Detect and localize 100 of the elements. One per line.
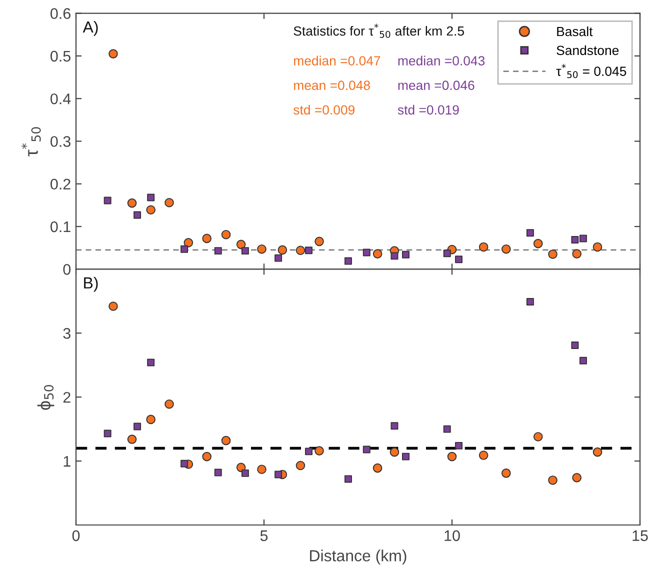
point (314, 446, 324, 456)
point (296, 246, 306, 256)
point (572, 473, 582, 482)
point (372, 249, 382, 258)
point (390, 422, 398, 430)
point (146, 414, 156, 424)
point (548, 250, 558, 259)
annotation: Statistics for τ$^{*}$$_{50}$ after km 2.5 (294, 24, 464, 38)
annotation: std =0.019 (398, 104, 459, 115)
point (571, 236, 579, 244)
x-tick-label: 10 (444, 530, 460, 542)
point (164, 198, 174, 208)
point (592, 447, 602, 457)
point (180, 245, 188, 253)
annotation: B) (84, 276, 98, 292)
point (257, 464, 266, 474)
point (533, 238, 543, 248)
y-axis-title: τ$^{*}$$_{50}$ (21, 127, 41, 156)
x-axis-title: Distance (km) (310, 550, 406, 565)
point (180, 460, 188, 468)
y-tick-label: 0 (63, 264, 71, 275)
legend-label: Basalt (557, 26, 593, 36)
point (241, 469, 249, 477)
y-tick-label: 3 (63, 328, 70, 339)
point (257, 244, 266, 254)
point (127, 434, 137, 444)
point (278, 245, 288, 255)
point (147, 358, 155, 366)
point (548, 476, 558, 485)
y-tick-label: 0.3 (50, 136, 70, 147)
legend-label: Sandstone (556, 45, 619, 56)
point (344, 475, 352, 483)
point (372, 463, 382, 473)
point (314, 236, 324, 246)
point (501, 244, 511, 254)
point (478, 242, 488, 252)
point (134, 422, 142, 430)
point (402, 250, 410, 258)
point (362, 248, 370, 256)
y-axis-title: ϕ$_{50}$ (37, 385, 54, 410)
point (533, 432, 543, 442)
point (305, 246, 312, 254)
y-tick-label: 1 (64, 456, 70, 467)
point (447, 452, 457, 462)
point (164, 399, 174, 409)
point (478, 450, 488, 460)
annotation: mean =0.048 (294, 80, 370, 90)
point (236, 462, 246, 472)
point (344, 257, 352, 265)
annotation: std =0.009 (294, 104, 355, 115)
x-tick-label: 0 (72, 530, 80, 542)
point (241, 247, 249, 255)
point (127, 198, 137, 208)
annotation: median =0.043 (398, 56, 485, 66)
point (296, 460, 306, 470)
point (108, 302, 118, 311)
point (390, 252, 398, 260)
point (501, 468, 511, 478)
point (455, 442, 463, 450)
point (592, 242, 602, 252)
point (274, 254, 282, 262)
x-tick-label: 15 (632, 530, 648, 542)
point (214, 468, 222, 476)
point (526, 298, 534, 306)
point (108, 49, 118, 58)
y-tick-label: 0.4 (50, 93, 71, 104)
x-tick-label: 5 (260, 530, 268, 542)
point (274, 470, 282, 478)
legend-label: τ$^{*}$$_{50}$ = 0.045 (556, 64, 626, 78)
y-tick-label: 0.5 (50, 50, 70, 62)
point (221, 436, 231, 446)
y-tick-label: 0.6 (50, 8, 70, 19)
point (579, 234, 587, 242)
point (146, 205, 156, 215)
point (572, 249, 582, 258)
point (526, 229, 534, 237)
point (134, 211, 142, 219)
point (147, 194, 155, 202)
point (443, 250, 451, 258)
point (104, 430, 112, 438)
point (305, 448, 312, 456)
y-tick-label: 2 (63, 392, 70, 403)
point (579, 356, 587, 364)
point (443, 425, 451, 433)
point (184, 238, 194, 248)
annotation: mean =0.046 (398, 80, 474, 90)
annotation: A) (82, 20, 98, 36)
annotation: median =0.047 (294, 56, 380, 66)
point (362, 446, 370, 454)
point (390, 447, 400, 457)
y-tick-label: 0.2 (50, 178, 70, 190)
point (402, 452, 410, 460)
point (236, 240, 246, 250)
point (455, 256, 463, 264)
point (202, 452, 212, 462)
point (571, 342, 579, 350)
point (104, 196, 112, 204)
point (221, 230, 231, 240)
point (214, 247, 222, 255)
point (202, 234, 212, 244)
